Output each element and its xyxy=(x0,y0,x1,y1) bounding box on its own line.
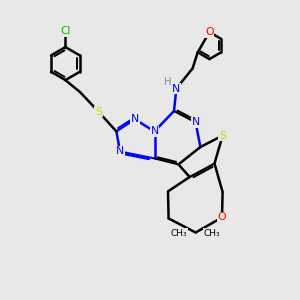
Text: CH₃: CH₃ xyxy=(204,229,220,238)
Text: O: O xyxy=(205,27,214,37)
Text: CH₃: CH₃ xyxy=(171,229,188,238)
Text: N: N xyxy=(131,114,139,124)
Text: H: H xyxy=(164,77,172,87)
Text: N: N xyxy=(150,126,159,136)
Text: N: N xyxy=(172,83,181,94)
Text: Cl: Cl xyxy=(60,26,70,37)
Text: N: N xyxy=(116,146,124,157)
Text: S: S xyxy=(95,106,102,117)
Text: O: O xyxy=(218,212,226,223)
Text: S: S xyxy=(219,130,226,141)
Text: N: N xyxy=(191,117,200,128)
